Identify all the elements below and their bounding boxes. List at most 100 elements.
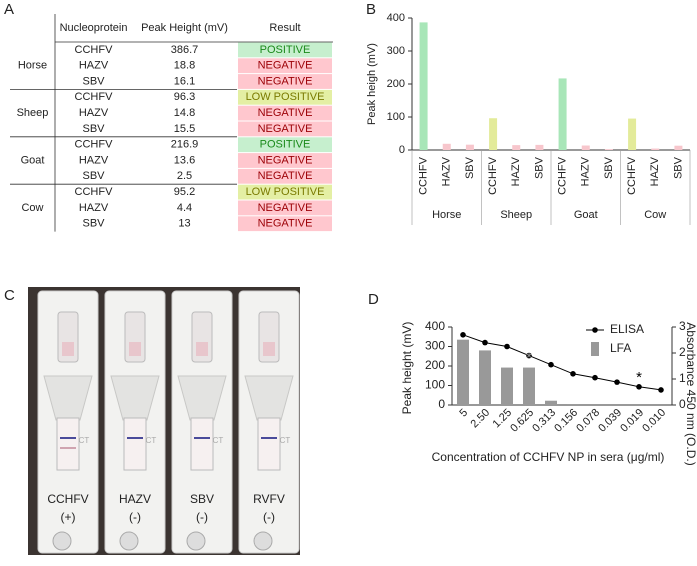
strip-name: CCHFV (47, 492, 88, 506)
bar (628, 118, 637, 150)
point (482, 339, 488, 346)
window-bevel (177, 375, 227, 421)
x-tick-label: 0.625 (508, 407, 536, 435)
y-tick-label: 400 (425, 319, 445, 333)
cell: 386.7 (171, 44, 199, 56)
point (504, 343, 510, 350)
bar (567, 404, 579, 405)
cell: 16.1 (174, 75, 195, 87)
point (636, 384, 642, 390)
group-label: Horse (18, 60, 47, 72)
legend-swatch (591, 342, 599, 356)
x-tick-label: SBV (672, 156, 684, 179)
y-axis-label: Peak heigh (mV) (366, 43, 378, 125)
cell: NEGATIVE (258, 75, 313, 87)
cell: SBV (82, 75, 105, 87)
cell: CCHFV (75, 186, 114, 198)
test-window (257, 417, 281, 471)
window-label: CT (213, 436, 224, 445)
x-tick-label: 0.313 (530, 407, 558, 435)
group-label: Goat (574, 209, 598, 221)
result-cell (238, 121, 332, 137)
result-cell (238, 105, 332, 121)
x-tick-label: 0.078 (574, 407, 602, 435)
test-window (123, 417, 147, 471)
strip-result: (+) (61, 510, 76, 524)
x-tick-label: 0.039 (596, 407, 624, 435)
y2-axis-label: Absorbance 450 nm (O.D.) (684, 322, 697, 465)
y-tick-label: 0 (399, 144, 405, 156)
column-header: Result (269, 22, 300, 34)
panel-label: B (366, 1, 376, 18)
cell: CCHFV (75, 139, 114, 151)
cell: SBV (82, 170, 105, 182)
cell: 95.2 (174, 186, 195, 198)
y-tick-label: 0 (438, 397, 445, 411)
x-tick-label: HAZV (580, 156, 592, 186)
group-label: Cow (644, 209, 666, 221)
cell: POSITIVE (260, 139, 311, 151)
point (570, 371, 576, 377)
sample-pad-stain (196, 342, 208, 356)
legend-label: ELISA (610, 322, 644, 336)
x-tick-label: HAZV (510, 156, 522, 186)
x-tick-label: HAZV (441, 156, 453, 186)
cell: CCHFV (75, 44, 114, 56)
strip-name: RVFV (253, 492, 285, 506)
legend-marker (592, 327, 598, 333)
group-label: Goat (21, 154, 45, 166)
window-bevel (244, 375, 294, 421)
cell: HAZV (79, 107, 109, 119)
bar (465, 144, 474, 150)
result-cell (238, 137, 332, 153)
x-tick-label: 5 (457, 407, 470, 420)
x-tick-label: 0.019 (618, 407, 646, 435)
cell: 96.3 (174, 91, 195, 103)
bar (523, 367, 535, 405)
bar (489, 118, 498, 150)
sample-pad-stain (129, 342, 141, 356)
x-tick-label: CCHFV (417, 156, 429, 195)
bar (479, 350, 491, 405)
bar (419, 22, 428, 150)
result-cell (238, 153, 332, 168)
bar (501, 367, 513, 405)
panel-label: C (4, 287, 15, 304)
legend-label: LFA (610, 341, 631, 355)
cell: 216.9 (171, 139, 199, 151)
y-tick-label: 300 (387, 45, 405, 57)
cell: 2.5 (177, 170, 192, 182)
test-window (56, 417, 80, 471)
cell: NEGATIVE (258, 170, 313, 182)
x-tick-label: SBV (533, 156, 545, 179)
result-cell (238, 184, 332, 200)
bar (535, 144, 544, 150)
window-bevel (110, 375, 160, 421)
y2-tick-label: 3 (679, 319, 686, 333)
x-tick-label: 0.010 (640, 407, 668, 435)
x-tick-label: 2.50 (469, 407, 493, 431)
y-tick-label: 100 (425, 378, 445, 392)
point (592, 374, 598, 381)
cell: 14.8 (174, 107, 195, 119)
cell: NEGATIVE (258, 202, 313, 214)
cell: 13 (178, 218, 190, 230)
test-window (190, 417, 214, 471)
cell: LOW POSITIVE (246, 91, 325, 103)
sample-pad-stain (263, 342, 275, 356)
cell: SBV (82, 218, 105, 230)
panel-label: D (368, 291, 379, 308)
cell: 18.8 (174, 60, 195, 72)
bar (674, 145, 683, 150)
sample-well (119, 531, 139, 551)
sample-well (52, 531, 72, 551)
y-tick-label: 300 (425, 339, 445, 353)
y-tick-label: 200 (387, 78, 405, 90)
x-tick-label: CCHFV (556, 156, 568, 195)
result-cell (238, 74, 332, 89)
window-label: CT (280, 436, 291, 445)
point (548, 361, 554, 368)
cell: NEGATIVE (258, 107, 313, 119)
x-tick-label: SBV (603, 156, 615, 179)
cell: NEGATIVE (258, 60, 313, 72)
